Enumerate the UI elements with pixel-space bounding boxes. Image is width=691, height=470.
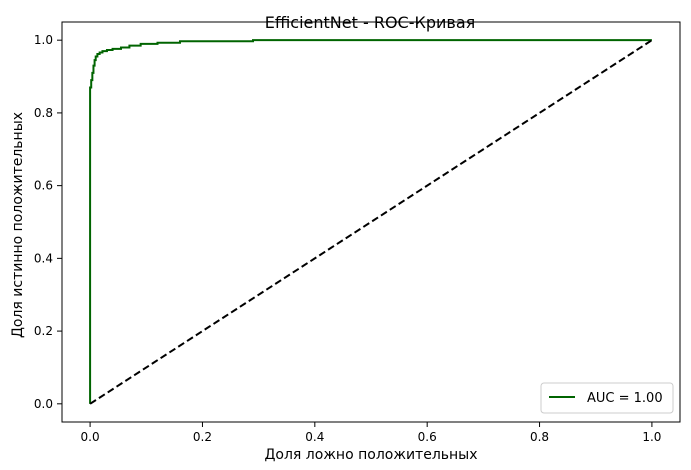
x-axis: 0.0 0.2 0.4 0.6 0.8 1.0 (81, 422, 661, 444)
y-tick-label: 0.2 (34, 324, 53, 338)
y-axis-label: Доля истинно положительных (10, 112, 26, 338)
x-tick-label: 0.8 (530, 430, 549, 444)
legend-box (540, 382, 674, 414)
plot-area (89, 39, 653, 405)
y-tick-label: 1.0 (34, 33, 53, 47)
x-tick-label: 1.0 (642, 430, 661, 444)
y-tick-label: 0.0 (34, 397, 53, 411)
x-tick-label: 0.4 (305, 430, 324, 444)
x-axis-label: Доля ложно положительных (264, 447, 477, 463)
chance-diagonal-line (89, 39, 653, 405)
y-axis: 0.0 0.2 0.4 0.6 0.8 1.0 (34, 33, 62, 411)
x-tick-label: 0.0 (81, 430, 100, 444)
roc-curve-line (89, 39, 652, 404)
x-tick-label: 0.6 (418, 430, 437, 444)
y-tick-label: 0.8 (34, 106, 53, 120)
legend: AUC = 1.00 (540, 382, 674, 414)
legend-label: AUC = 1.00 (587, 391, 663, 406)
plot-frame (61, 21, 681, 423)
x-tick-label: 0.2 (193, 430, 212, 444)
y-tick-label: 0.6 (34, 179, 53, 193)
y-tick-label: 0.4 (34, 251, 53, 265)
